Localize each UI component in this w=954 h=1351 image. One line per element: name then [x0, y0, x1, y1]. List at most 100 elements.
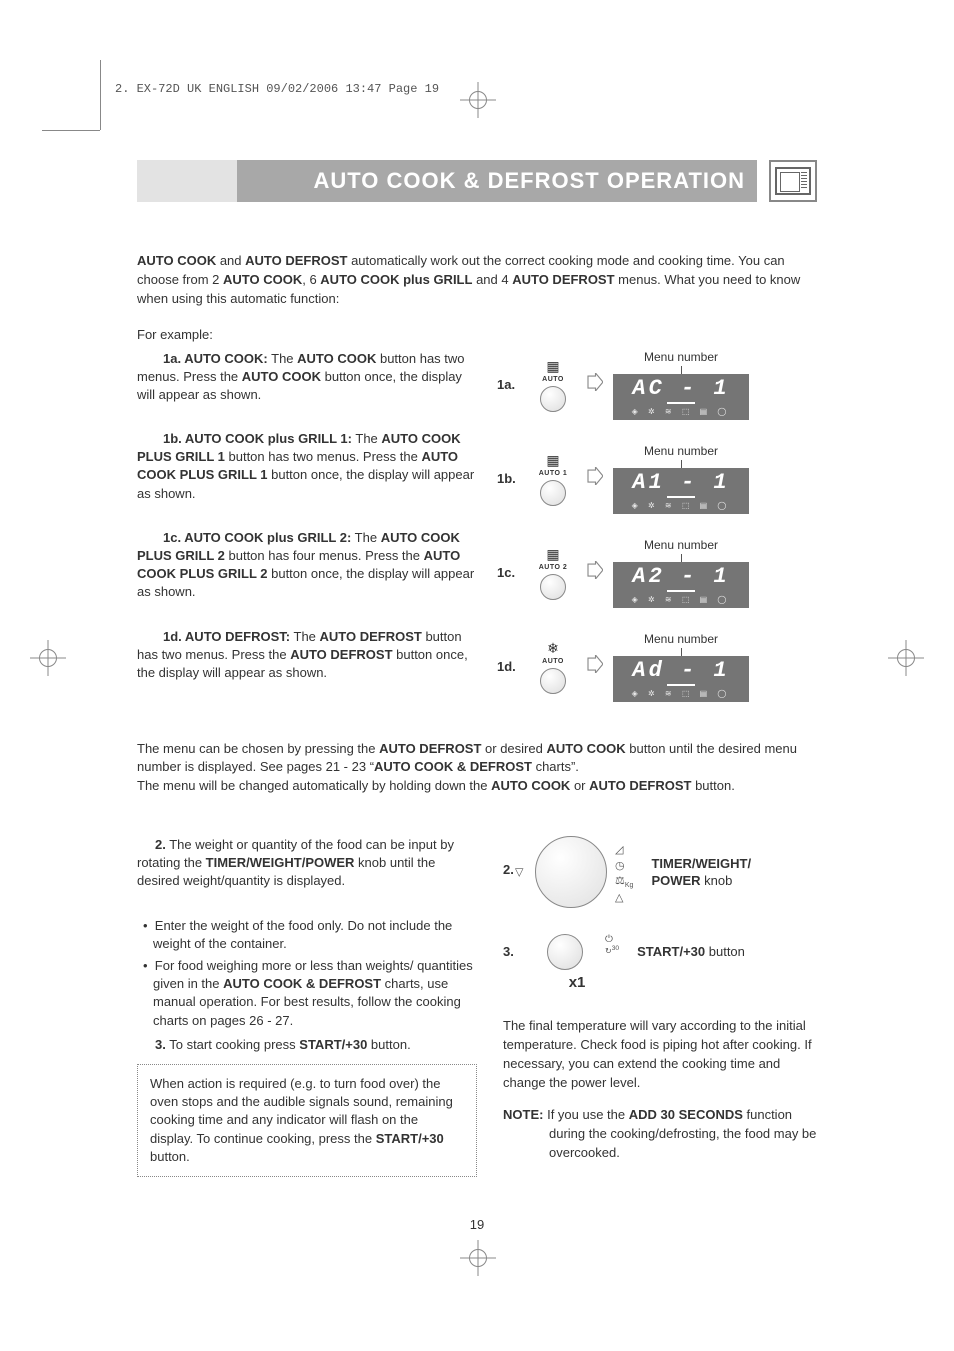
display-wrap: Menu number A2 - 1 ◈ ✲ ≋ ⬚ ▤ ◯ [613, 538, 749, 608]
arrow-icon [585, 655, 603, 678]
lcd-bar [667, 590, 695, 592]
button-graphic: ▦AUTO 1 [531, 452, 575, 506]
lcd-display: A1 - 1 ◈ ✲ ≋ ⬚ ▤ ◯ [613, 468, 749, 514]
step-1c: 1c. AUTO COOK plus GRILL 2: The AUTO COO… [137, 529, 477, 602]
action-required-note: When action is required (e.g. to turn fo… [137, 1064, 477, 1177]
example-label: For example: [137, 327, 817, 342]
step-1a: 1a. AUTO COOK: The AUTO COOK button has … [137, 350, 477, 405]
step-1d: 1d. AUTO DEFROST: The AUTO DEFROST butto… [137, 628, 477, 683]
menu-number-label: Menu number [644, 632, 718, 646]
display-wrap: Menu number Ad - 1 ◈ ✲ ≋ ⬚ ▤ ◯ [613, 632, 749, 702]
plus30-glyph-icon: ↻30 [605, 945, 619, 956]
knob-down-icon: ▽ [515, 866, 523, 879]
step-3: 3. To start cooking press START/+30 butt… [137, 1036, 477, 1054]
menu-number-label: Menu number [644, 538, 718, 552]
button-caption: AUTO [542, 376, 564, 383]
lcd-bar [667, 684, 695, 686]
button-caption: AUTO [542, 658, 564, 665]
button-graphic: ❄AUTO [531, 640, 575, 694]
crop-mark [42, 130, 100, 131]
display-row-1d: 1d.❄AUTOMenu numberAd - 1◈ ✲ ≋ ⬚ ▤ ◯ [497, 632, 817, 702]
menu-number-label: Menu number [644, 350, 718, 364]
display-row-1c: 1c.▦AUTO 2 Menu number A2 - 1 ◈ ✲ ≋ ⬚ ▤ ◯ [497, 538, 817, 608]
lcd-icon-row: ◈ ✲ ≋ ⬚ ▤ ◯ [632, 689, 731, 698]
autocook-icon: ▦ [546, 358, 559, 375]
weight-glyph-icon: ⚖Kg [615, 874, 633, 891]
timer-weight-power-knob [535, 836, 607, 908]
pointer-line [681, 366, 682, 374]
step-2: 2. The weight or quantity of the food ca… [137, 836, 477, 891]
note-paragraph: NOTE: If you use the ADD 30 SECONDS func… [503, 1106, 817, 1163]
registration-mark [460, 1240, 496, 1276]
steps-section: 1a. AUTO COOK: The AUTO COOK button has … [137, 350, 817, 726]
print-header: 2. EX-72D UK ENGLISH 09/02/2006 13:47 Pa… [115, 82, 439, 96]
step-1b: 1b. AUTO COOK plus GRILL 1: The AUTO COO… [137, 430, 477, 503]
menu-number-label: Menu number [644, 444, 718, 458]
button-caption: AUTO 1 [539, 470, 568, 477]
power-glyph-icon: ⏻ [605, 934, 613, 945]
knob-label: TIMER/WEIGHT/POWER knob [651, 856, 751, 890]
lcd-icon-row: ◈ ✲ ≋ ⬚ ▤ ◯ [632, 407, 731, 416]
bottom-right-column: 2. ▽ ◿ ◷ ⚖Kg △ [503, 836, 817, 1177]
press-count-x1: x1 [569, 974, 586, 991]
intro-paragraph: AUTO COOK and AUTO DEFROST automatically… [137, 252, 817, 309]
timer-glyph-icon: ◿ [615, 843, 633, 858]
autocook-icon: ▦ [546, 452, 559, 469]
lcd-bar [667, 496, 695, 498]
row-number: 1d. [497, 659, 531, 674]
row-number: 1a. [497, 377, 531, 392]
button-circle [540, 480, 566, 506]
microwave-icon [769, 160, 817, 202]
bottom-section: 2. The weight or quantity of the food ca… [137, 836, 817, 1177]
start-button-icons: ⏻ ↻30 [605, 934, 619, 956]
pointer-line [681, 460, 682, 468]
lcd-text: AC - 1 [632, 378, 729, 400]
clock-glyph-icon: ◷ [615, 859, 633, 874]
registration-mark [888, 640, 924, 676]
steps-text-column: 1a. AUTO COOK: The AUTO COOK button has … [137, 350, 477, 726]
lcd-text: A1 - 1 [632, 472, 729, 494]
lcd-bar [667, 402, 695, 404]
row-number: 1b. [497, 471, 531, 486]
button-circle [540, 386, 566, 412]
row-number: 1c. [497, 565, 531, 580]
display-wrap: Menu number A1 - 1 ◈ ✲ ≋ ⬚ ▤ ◯ [613, 444, 749, 514]
display-row-1b: 1b.▦AUTO 1Menu numberA1 - 1◈ ✲ ≋ ⬚ ▤ ◯ [497, 444, 817, 514]
lcd-text: Ad - 1 [632, 660, 729, 682]
lcd-display: AC - 1 ◈ ✲ ≋ ⬚ ▤ ◯ [613, 374, 749, 420]
arrow-icon [585, 373, 603, 396]
final-temperature-paragraph: The final temperature will vary accordin… [503, 1017, 817, 1092]
steps-diagram-column: 1a.▦AUTOMenu numberAC - 1◈ ✲ ≋ ⬚ ▤ ◯1b.▦… [497, 350, 817, 726]
arrow-icon [585, 467, 603, 490]
menu-selection-paragraph: The menu can be chosen by pressing the A… [137, 740, 817, 797]
knob-up-icon: △ [615, 891, 633, 906]
bottom-left-column: 2. The weight or quantity of the food ca… [137, 836, 477, 1177]
registration-mark [30, 640, 66, 676]
lcd-icon-row: ◈ ✲ ≋ ⬚ ▤ ◯ [632, 595, 731, 604]
pointer-line [681, 554, 682, 562]
start-button-diagram: 3. ⏻ ↻30 x1 START/+30 button [503, 934, 817, 991]
lcd-display: A2 - 1 ◈ ✲ ≋ ⬚ ▤ ◯ [613, 562, 749, 608]
lcd-icon-row: ◈ ✲ ≋ ⬚ ▤ ◯ [632, 501, 731, 510]
button-caption: AUTO 2 [539, 564, 568, 571]
display-row-1a: 1a.▦AUTOMenu numberAC - 1◈ ✲ ≋ ⬚ ▤ ◯ [497, 350, 817, 420]
display-wrap: Menu number AC - 1 ◈ ✲ ≋ ⬚ ▤ ◯ [613, 350, 749, 420]
button-graphic: ▦AUTO [531, 358, 575, 412]
page-title: AUTO COOK & DEFROST OPERATION [237, 160, 757, 202]
pointer-line [681, 648, 682, 656]
bullet-manual-operation: • For food weighing more or less than we… [137, 957, 477, 1030]
page-content: AUTO COOK & DEFROST OPERATION AUTO COOK … [137, 160, 817, 1232]
knob-diagram: 2. ▽ ◿ ◷ ⚖Kg △ [503, 836, 817, 908]
lcd-text: A2 - 1 [632, 566, 729, 588]
page-number: 19 [137, 1217, 817, 1232]
start-plus-30-button-graphic [547, 934, 583, 970]
button-graphic: ▦AUTO 2 [531, 546, 575, 600]
bullet-weight-only: • Enter the weight of the food only. Do … [137, 917, 477, 953]
defrost-icon: ❄ [547, 640, 559, 657]
title-grey-block [137, 160, 237, 202]
arrow-icon [585, 561, 603, 584]
crop-mark [100, 60, 101, 130]
button-circle [540, 668, 566, 694]
start-button-label: START/+30 button [637, 944, 745, 961]
lcd-display: Ad - 1 ◈ ✲ ≋ ⬚ ▤ ◯ [613, 656, 749, 702]
